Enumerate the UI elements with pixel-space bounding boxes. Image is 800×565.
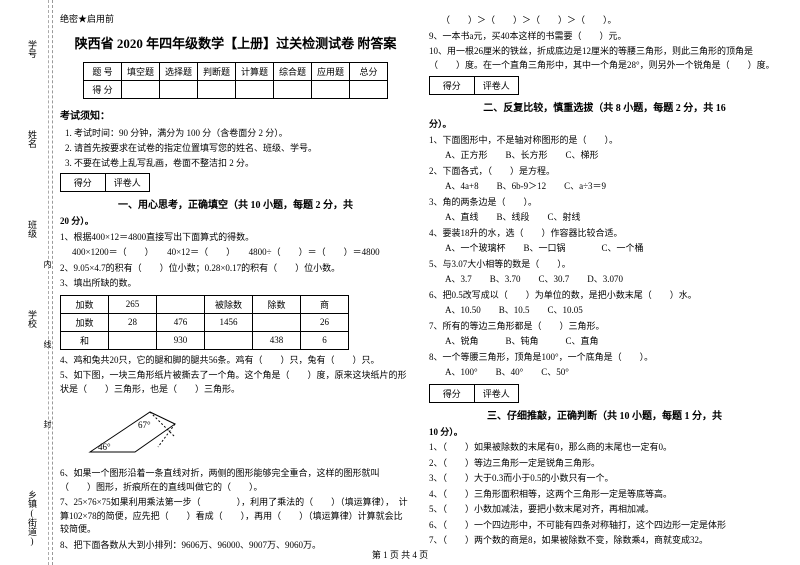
side-school: 学校 (26, 310, 39, 328)
q5: 5、如下图，一块三角形纸片被撕去了一个角。这个角是（ ）度，原来这块纸片的形状是… (60, 369, 411, 396)
j2: 2、（ ）等边三角形一定是锐角三角形。 (429, 457, 780, 471)
section1-heading-b: 20 分）。 (60, 215, 411, 229)
q1-sub: 400×1200＝（ ） 40×12＝（ ） 4800÷（ ）＝（ ）＝4800 (60, 246, 411, 260)
q3: 3、填出所缺的数。 (60, 277, 411, 291)
r10: 10、用一根26厘米的铁丝，折成底边是12厘米的等腰三角形，则此三角形的顶角是（… (429, 45, 780, 72)
section-score-box-3: 得分 评卷人 (429, 384, 519, 403)
section2-heading: 二、反复比较，慎重选拔（共 8 小题，每题 2 分，共 16 (429, 99, 780, 114)
notice-item: 请首先按要求在试卷的指定位置填写您的姓名、班级、学号。 (74, 141, 411, 154)
j6: 6、（ ）一个四边形中，不可能有四条对称轴打，这个四边形一定是体形 (429, 519, 780, 533)
j7: 7、（ ）两个数的商是8，如果被除数不变，除数乘4，商就变成32。 (429, 534, 780, 548)
notice-item: 不要在试卷上乱写乱画，卷面不整洁扣 2 分。 (74, 156, 411, 169)
c1: 1、下面图形中，不是轴对称图形的是（ ）。 (429, 134, 780, 148)
section3-heading-b: 10 分）。 (429, 426, 780, 440)
r9: 9、一本书a元，买40本这样的书需要（ ）元。 (429, 30, 780, 44)
score-header-row: 题 号 填空题 选择题 判断题 计算题 综合题 应用题 总分 (84, 63, 388, 81)
c3: 3、角的两条边是（ ）。 (429, 196, 780, 210)
c7: 7、所有的等边三角形都是（ ）三角形。 (429, 320, 780, 334)
fold-line (48, 0, 49, 565)
q2: 2、9.05×4.7的积有（ ）位小数；0.28×0.17的积有（ ）位小数。 (60, 262, 411, 276)
j4: 4、（ ）三角形面积相等，这两个三角形一定是等底等高。 (429, 488, 780, 502)
c6: 6、把0.5改写成以（ ）为单位的数，是把小数末尾（ ）水。 (429, 289, 780, 303)
c8-opts: A、100° B、40° C、50° (429, 366, 780, 380)
section-score-box: 得分 评卷人 (60, 173, 150, 192)
left-column: 绝密★启用前 陕西省 2020 年四年级数学【上册】过关检测试卷 附答案 题 号… (60, 12, 411, 557)
section3-heading: 三、仔细推敲，正确判断（共 10 小题，每题 1 分，共 (429, 407, 780, 422)
c2: 2、下面各式，（ ）是方程。 (429, 165, 780, 179)
q4: 4、鸡和兔共20只，它的腿和脚的腿共56条。鸡有（ ）只，兔有（ ）只。 (60, 354, 411, 368)
j1: 1、（ ）如果被除数的末尾有0，那么商的末尾也一定有0。 (429, 441, 780, 455)
side-studentid: 学号 (26, 40, 39, 58)
side-town: 乡镇(街道) (26, 490, 39, 546)
data-table: 加数265被除数除数商 加数28476145626 和9304386 (60, 295, 349, 350)
c1-opts: A、正方形 B、长方形 C、梯形 (429, 149, 780, 163)
j5: 5、（ ）小数加减法，要把小数末尾对齐，再相加减。 (429, 503, 780, 517)
c6-opts: A、10.50 B、10.5 C、10.05 (429, 304, 780, 318)
j3: 3、（ ）大于0.3而小于0.5的小数只有一个。 (429, 472, 780, 486)
side-class: 班级 (26, 220, 39, 238)
section1-heading: 一、用心思考，正确填空（共 10 小题，每题 2 分，共 (60, 196, 411, 211)
dash-label-2: 线 (42, 340, 53, 348)
notice-item: 考试时间：90 分钟，满分为 100 分（含卷面分 2 分）。 (74, 126, 411, 139)
c5: 5、与3.07大小相等的数是（ ）。 (429, 258, 780, 272)
page-footer: 第 1 页 共 4 页 (0, 548, 800, 561)
svg-text:67°: 67° (138, 420, 151, 430)
side-name: 姓名 (26, 130, 39, 148)
score-value-row: 得 分 (84, 81, 388, 99)
secret-label: 绝密★启用前 (60, 12, 411, 25)
svg-text:46°: 46° (98, 442, 111, 452)
dash-label-1: 内 (42, 260, 53, 268)
q7: 7、25×76×75如果利用乘法第一步（ ），利用了乘法的（ ）（填运算律）， … (60, 496, 411, 537)
c5-opts: A、3.7 B、3.70 C、30.7 D、3.070 (429, 273, 780, 287)
c3-opts: A、直线 B、线段 C、射线 (429, 211, 780, 225)
c2-opts: A、4a+8 B、6b-9＞12 C、a÷3＝9 (429, 180, 780, 194)
exam-title: 陕西省 2020 年四年级数学【上册】过关检测试卷 附答案 (60, 33, 411, 52)
dash-label-3: 封 (42, 420, 53, 428)
right-column: （ ）＞（ ）＞（ ）＞（ ）。 9、一本书a元，买40本这样的书需要（ ）元。… (429, 12, 780, 557)
section-score-box-2: 得分 评卷人 (429, 76, 519, 95)
c4-opts: A、一个玻璃杯 B、一口锅 C、一个桶 (429, 242, 780, 256)
q6: 6、如果一个图形沿着一条直线对折，两侧的图形能够完全重合，这样的图形就叫（ ）图… (60, 467, 411, 494)
section2-heading-b: 分）。 (429, 118, 780, 132)
c4: 4、要装18升的水，选（ ）作容器比较合适。 (429, 227, 780, 241)
c7-opts: A、锐角 B、钝角 C、直角 (429, 335, 780, 349)
c8: 8、一个等腰三角形，顶角是100°，一个底角是（ ）。 (429, 351, 780, 365)
binding-sidebar: 学号 姓名 班级 学校 乡镇(街道) (8, 0, 53, 565)
notice-list: 考试时间：90 分钟，满分为 100 分（含卷面分 2 分）。 请首先按要求在试… (60, 126, 411, 169)
q1: 1、根据400×12＝4800直接写出下面算式的得数。 (60, 231, 411, 245)
score-table: 题 号 填空题 选择题 判断题 计算题 综合题 应用题 总分 得 分 (83, 62, 388, 99)
triangle-figure: 67° 46° (80, 402, 190, 458)
page-container: 绝密★启用前 陕西省 2020 年四年级数学【上册】过关检测试卷 附答案 题 号… (0, 0, 800, 565)
r1: （ ）＞（ ）＞（ ）＞（ ）。 (429, 14, 780, 28)
notice-heading: 考试须知： (60, 107, 411, 122)
